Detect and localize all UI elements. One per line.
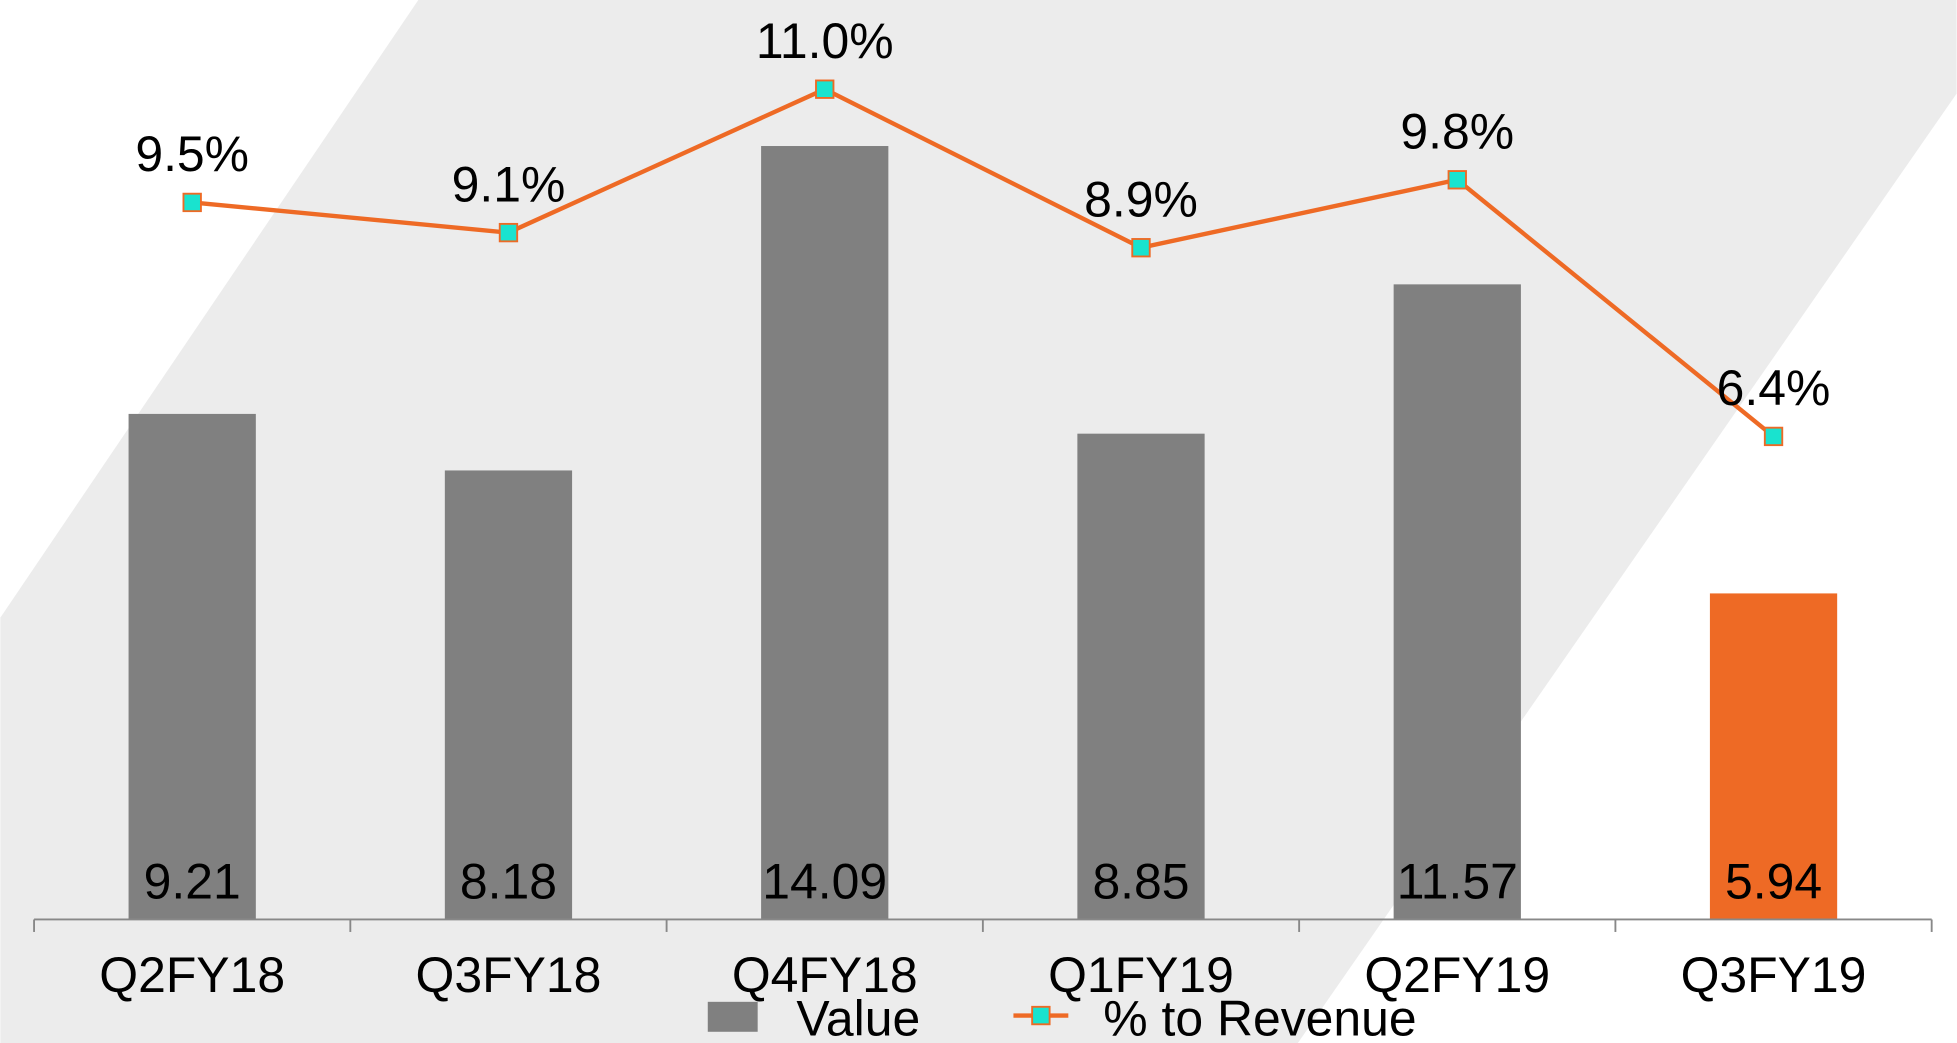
legend-label: Value [796,991,920,1043]
line-marker [1447,170,1467,190]
bar-value-label: 14.09 [762,853,887,909]
x-tick-label: Q1FY19 [1048,947,1234,1003]
bar-value-label: 8.18 [460,853,557,909]
bar-value-label: 9.21 [144,853,241,909]
x-tick-label: Q3FY18 [416,947,602,1003]
bar [761,146,889,920]
bar-value-label: 11.57 [1397,853,1518,909]
line-value-label: 9.8% [1400,104,1514,160]
x-tick-label: Q2FY18 [99,947,285,1003]
bar-value-label: 8.85 [1092,853,1189,909]
bar [1393,284,1521,920]
line-value-label: 9.1% [452,156,566,212]
bar-value-label: 5.94 [1725,853,1822,909]
legend-swatch [1031,1005,1051,1026]
bar [1709,593,1838,920]
line-value-label: 11.0% [756,13,894,69]
line-value-label: 8.9% [1084,172,1198,228]
line [191,86,1775,439]
legend-label: % to Revenue [1103,991,1416,1043]
bar [128,413,256,920]
line-marker [498,222,519,243]
bar [444,470,573,920]
line-value-label: 9.5% [135,126,249,182]
line-marker [815,79,835,99]
line-marker [182,192,202,213]
bar [1077,433,1205,920]
x-tick-label: Q2FY19 [1364,947,1550,1003]
x-tick-label: Q4FY18 [732,947,918,1003]
line-marker [1763,426,1784,447]
legend-swatch [707,1001,758,1032]
line-marker [1131,238,1151,258]
line-value-label: 6.4% [1717,360,1831,416]
x-tick-label: Q3FY19 [1681,947,1867,1003]
